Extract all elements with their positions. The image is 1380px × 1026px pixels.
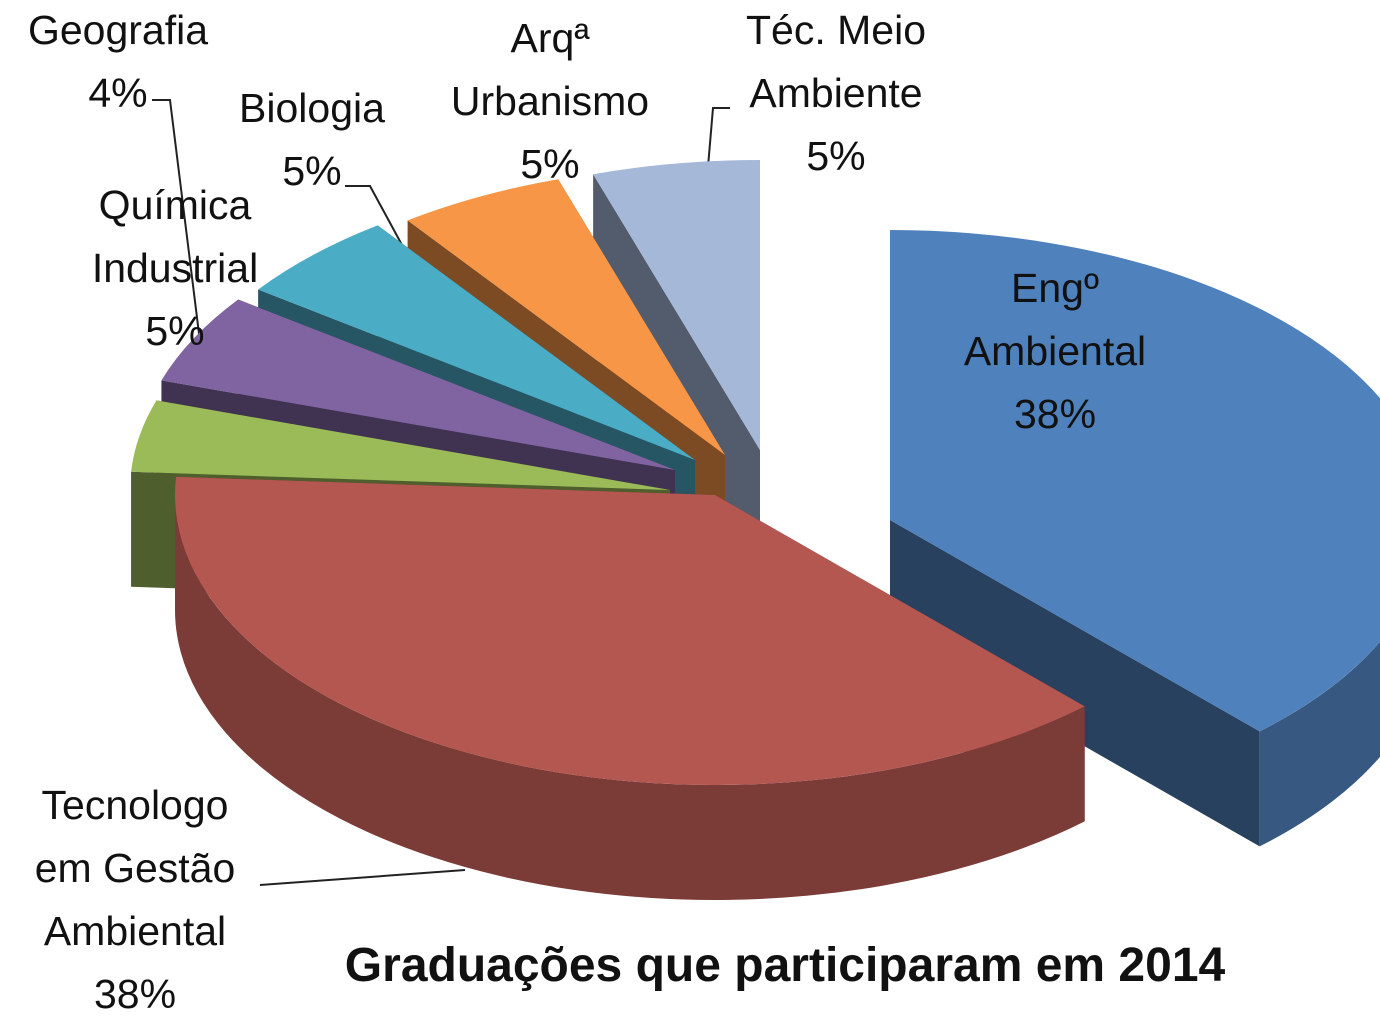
value-label: 38% [93, 971, 177, 1017]
slice-label: Geografia 4% [0, 0, 248, 125]
slice [593, 160, 760, 450]
slice-group [890, 230, 1380, 847]
value-label: 5% [282, 148, 342, 194]
value-label: 5% [520, 141, 580, 187]
category-label: Química Industrial [91, 182, 259, 291]
slice-label: Arqª Urbanismo 5% [420, 7, 680, 196]
slice-side [175, 495, 1085, 900]
category-label: Geografia [27, 7, 209, 53]
pie [131, 160, 1380, 900]
slice [131, 400, 671, 490]
value-label: 5% [145, 308, 205, 354]
chart-title: Graduações que participaram em 2014 [344, 939, 1226, 992]
category-label: Arqª Urbanismo [450, 15, 650, 124]
category-label: Tecnologo em Gestão Ambiental [34, 782, 236, 954]
slice-side [890, 520, 1260, 847]
value-label: 38% [1013, 391, 1097, 437]
leader-line [345, 185, 409, 257]
category-label: Téc. Meio Ambiente [746, 7, 926, 116]
slice-label: Química Industrial 5% [55, 174, 295, 363]
leader-line [152, 99, 206, 383]
slice-label: Tecnologo em Gestão Ambiental 38% [10, 774, 260, 1026]
slice-group [174, 476, 1085, 900]
slice-label: Téc. Meio Ambiente 5% [716, 0, 956, 188]
slice [174, 476, 1085, 785]
slice [258, 225, 695, 460]
value-label: 4% [88, 70, 148, 116]
slice-label: Engº Ambiental 38% [935, 257, 1175, 446]
slice [890, 230, 1380, 732]
slice [407, 179, 725, 455]
category-label: Biologia [239, 85, 385, 131]
slice-label: Biologia 5% [192, 77, 432, 203]
leader-line [259, 869, 466, 886]
category-label: Engº Ambiental [963, 265, 1147, 374]
slice [161, 299, 676, 470]
value-label: 5% [806, 133, 866, 179]
slice-side [1259, 641, 1380, 847]
